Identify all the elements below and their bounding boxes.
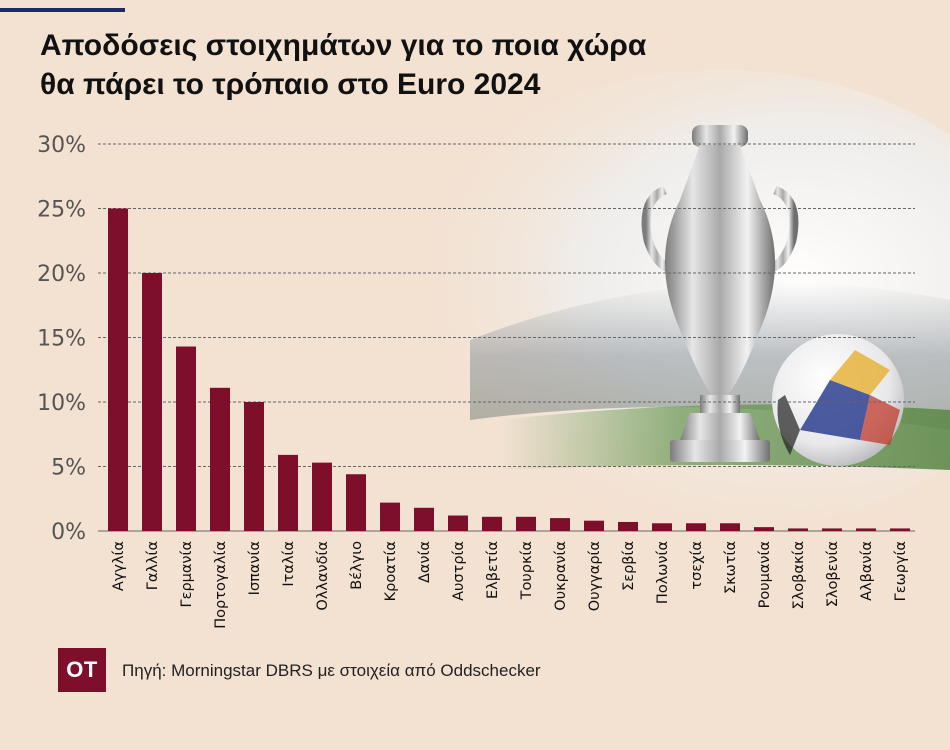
x-category-label: Ιταλία bbox=[281, 541, 297, 587]
x-category-label: Γεωργία bbox=[893, 541, 909, 601]
bar bbox=[346, 474, 366, 531]
trophy-stadium-illustration bbox=[390, 70, 950, 530]
bar bbox=[448, 515, 468, 531]
x-category-label: Σλοβενία bbox=[825, 541, 841, 607]
x-category-label: Αγγλία bbox=[111, 541, 127, 591]
y-tick-label: 30% bbox=[37, 133, 86, 158]
bar bbox=[822, 528, 842, 531]
football-icon bbox=[772, 334, 904, 466]
x-category-label: Αυστρία bbox=[451, 541, 467, 601]
bar bbox=[788, 528, 808, 531]
x-category-label: Ρουμανία bbox=[757, 541, 773, 608]
trophy-icon bbox=[641, 125, 799, 462]
x-category-label: Πορτογαλία bbox=[213, 541, 229, 629]
x-axis-category-labels: Αγγλία Γαλλία Γερμανία Πορτογαλία Ισπανία Ιτα… bbox=[111, 541, 909, 629]
x-category-label: Ουγγαρία bbox=[587, 541, 603, 611]
x-category-label: Αλβανία bbox=[859, 541, 875, 601]
y-tick-label: 20% bbox=[37, 262, 86, 287]
bar bbox=[244, 402, 264, 531]
y-tick-label: 15% bbox=[37, 327, 86, 352]
bar bbox=[516, 516, 536, 531]
source-note: Πηγή: Morningstar DBRS με στοιχεία από O… bbox=[122, 661, 541, 680]
bar bbox=[414, 507, 434, 531]
x-category-label: Γερμανία bbox=[179, 541, 195, 607]
ot-logo: OT bbox=[58, 648, 106, 692]
bar bbox=[618, 521, 638, 531]
bar bbox=[210, 387, 230, 531]
y-axis-tick-labels: 0% 5% 10% 15% 20% 25% 30% bbox=[37, 133, 86, 545]
bars bbox=[108, 208, 910, 531]
bar bbox=[652, 523, 672, 531]
x-category-label: Βέλγιο bbox=[349, 541, 365, 590]
y-gridlines bbox=[98, 143, 915, 532]
bar bbox=[482, 516, 502, 531]
x-category-label: Σερβία bbox=[621, 541, 637, 591]
bar bbox=[278, 454, 298, 531]
bar bbox=[754, 527, 774, 531]
x-category-label: Σλοβακία bbox=[791, 541, 807, 609]
x-category-label: Ελβετία bbox=[485, 541, 501, 599]
y-tick-label: 10% bbox=[37, 391, 86, 416]
bar bbox=[312, 462, 332, 531]
y-tick-label: 0% bbox=[51, 520, 86, 545]
bar bbox=[720, 523, 740, 531]
x-category-label: Γαλλία bbox=[145, 541, 161, 590]
bar bbox=[550, 518, 570, 531]
x-category-label: Ουκρανία bbox=[553, 541, 569, 611]
chart-title: Αποδόσεις στοιχημάτων για το ποια χώρα θ… bbox=[40, 26, 760, 104]
x-category-label: τσεχία bbox=[689, 541, 705, 590]
x-category-label: Ολλανδία bbox=[315, 541, 331, 611]
bar bbox=[584, 520, 604, 531]
bar bbox=[176, 346, 196, 531]
x-category-label: Τουρκία bbox=[519, 541, 535, 600]
chart-title-line-1: Αποδόσεις στοιχημάτων για το ποια χώρα bbox=[40, 29, 647, 62]
y-tick-label: 5% bbox=[51, 456, 86, 481]
x-category-label: Ισπανία bbox=[247, 541, 263, 595]
bar-chart: 0% 5% 10% 15% 20% 25% 30% Αγγλία Γαλλία Γερμανία… bbox=[37, 70, 950, 629]
chart-title-line-2: θα πάρει το τρόπαιο στο Euro 2024 bbox=[40, 68, 541, 101]
x-category-label: Δανία bbox=[417, 541, 433, 583]
y-tick-label: 25% bbox=[37, 198, 86, 223]
x-category-label: Κροατία bbox=[383, 541, 399, 601]
x-category-label: Πολωνία bbox=[655, 541, 671, 604]
bar bbox=[380, 502, 400, 531]
bar bbox=[856, 528, 876, 531]
top-accent-rule bbox=[0, 8, 125, 12]
bar bbox=[686, 523, 706, 531]
bar bbox=[142, 273, 162, 531]
x-category-label: Σκωτία bbox=[723, 541, 739, 594]
bar bbox=[108, 208, 128, 531]
bar bbox=[890, 528, 910, 531]
